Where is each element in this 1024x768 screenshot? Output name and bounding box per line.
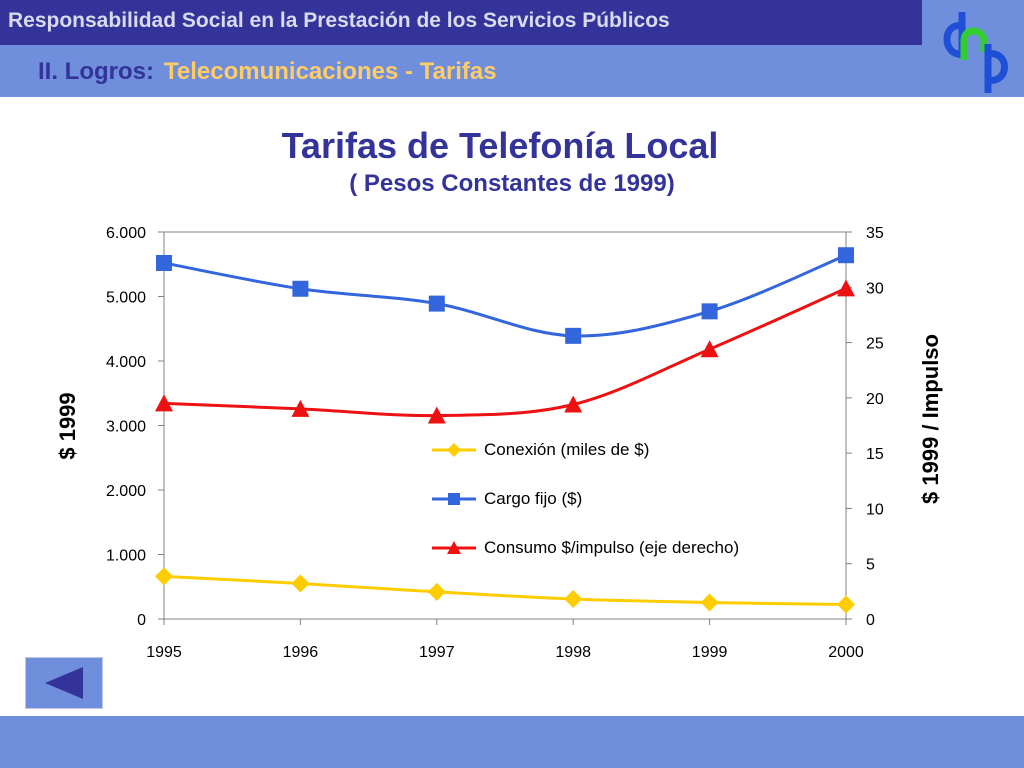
x-tick-label: 1995 — [146, 644, 182, 661]
legend-label: Conexión (miles de $) — [484, 440, 649, 459]
series-1 — [156, 247, 854, 344]
data-point — [447, 541, 461, 554]
chart-subtitle: ( Pesos Constantes de 1999) — [349, 170, 675, 197]
y-tick-label-right: 20 — [866, 391, 884, 408]
chart-title: Tarifas de Telefonía Local — [281, 125, 719, 166]
data-point — [155, 394, 173, 412]
x-tick-label: 1999 — [692, 644, 728, 661]
y-tick-label-left: 1.000 — [106, 548, 146, 565]
data-point — [155, 567, 173, 586]
data-point — [837, 279, 855, 297]
data-point — [428, 295, 445, 312]
y-tick-label-right: 15 — [866, 446, 884, 463]
y-axis-label-left: $ 1999 — [55, 392, 80, 459]
line-chart: 0 1.000 2.000 3.000 4.000 5.000 6.000 0 5 10 15 20 2… — [55, 225, 943, 661]
y-tick-label-left: 0 — [137, 612, 146, 629]
triangle-left-icon — [45, 667, 83, 699]
chart-axes: 0 1.000 2.000 3.000 4.000 5.000 6.000 0 5 10 15 20 2… — [106, 225, 884, 661]
data-point — [448, 493, 460, 505]
y-tick-label-right: 30 — [866, 280, 884, 297]
y-tick-label-left: 6.000 — [106, 225, 146, 242]
section-prefix: II. Logros: — [38, 58, 154, 85]
data-point — [156, 254, 172, 271]
x-tick-label: 2000 — [828, 644, 864, 661]
footer-bar — [0, 716, 1024, 768]
presentation-title: Responsabilidad Social en la Prestación … — [8, 9, 670, 32]
y-tick-label-right: 35 — [866, 225, 884, 242]
y-tick-label-left: 3.000 — [106, 419, 146, 436]
y-tick-label-left: 4.000 — [106, 354, 146, 371]
data-point — [427, 406, 446, 424]
series-0 — [155, 567, 855, 614]
data-point — [447, 443, 461, 457]
x-tick-label: 1996 — [283, 644, 319, 661]
x-tick-label: 1998 — [555, 644, 591, 661]
data-point — [291, 574, 310, 593]
data-point — [837, 595, 855, 614]
legend-label: Consumo $/impulso (eje derecho) — [484, 538, 739, 557]
series-line — [163, 253, 847, 338]
y-tick-label-right: 0 — [866, 612, 875, 629]
legend-label: Cargo fijo ($) — [484, 489, 582, 508]
y-tick-label-right: 25 — [866, 336, 884, 353]
y-tick-label-right: 10 — [866, 501, 884, 518]
title-bar: Responsabilidad Social en la Prestación … — [0, 0, 922, 45]
data-point — [700, 593, 719, 612]
series-2 — [155, 279, 855, 424]
dnp-logo — [922, 0, 1024, 97]
chart-legend: Conexión (miles de $) Cargo fijo ($) Consu… — [432, 440, 739, 557]
y-tick-label-right: 5 — [866, 557, 875, 574]
y-tick-label-left: 2.000 — [106, 483, 146, 500]
data-point — [427, 582, 446, 601]
data-point — [291, 399, 310, 417]
series-line — [163, 574, 847, 606]
y-axis-label-right: $ 1999 / Impulso — [918, 334, 943, 504]
data-point — [701, 303, 718, 320]
y-tick-label-left: 5.000 — [106, 290, 146, 307]
data-point — [838, 247, 854, 264]
data-point — [564, 590, 583, 609]
data-point — [565, 327, 582, 344]
data-point — [700, 340, 719, 358]
plot-area — [163, 231, 847, 620]
data-point — [292, 280, 309, 297]
section-heading: II. Logros: Telecomunicaciones - Tarifas — [38, 58, 497, 86]
data-point — [564, 395, 583, 413]
section-bar: II. Logros: Telecomunicaciones - Tarifas — [0, 45, 922, 97]
x-tick-label: 1997 — [419, 644, 455, 661]
chart-series — [155, 247, 855, 614]
dnp-logo-icon — [943, 12, 1008, 93]
series-line — [163, 287, 847, 418]
back-button[interactable] — [25, 657, 103, 709]
section-topic: Telecomunicaciones - Tarifas — [164, 58, 497, 85]
